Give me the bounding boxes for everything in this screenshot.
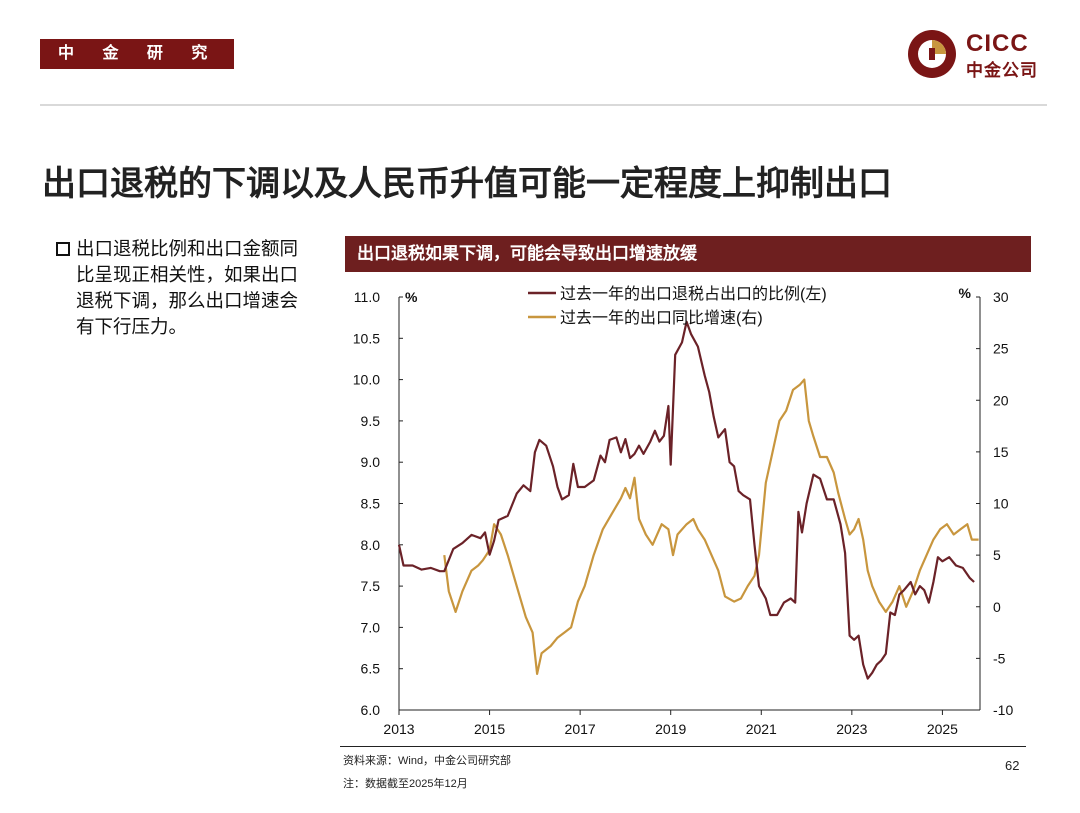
series-line-export-growth xyxy=(443,378,979,675)
x-axis-tick-label: 2021 xyxy=(746,721,777,737)
right-axis-tick-label: 5 xyxy=(993,547,1001,563)
series-line-tax-rebate-ratio xyxy=(397,320,975,680)
right-axis-tick-label: -10 xyxy=(993,702,1013,718)
right-axis-tick-label: 10 xyxy=(993,496,1009,512)
logo-text-en: CICC xyxy=(966,30,1029,57)
right-axis-tick-label: -5 xyxy=(993,650,1006,666)
line-chart: 6.0 6.5 7.0 7.5 8.0 8.5 9.0 9.5 10.0 10.5 11.0 -10 -… xyxy=(353,285,1014,737)
right-axis-tick-label: 25 xyxy=(993,341,1009,357)
x-axis-tick-label: 2025 xyxy=(927,721,958,737)
right-axis-tick-label: 30 xyxy=(993,289,1009,305)
bullet-text: 出口退税比例和出口金额同比呈现正相关性，如果出口退税下调，那么出口增速会有下行压… xyxy=(76,238,299,337)
left-axis-tick-label: 9.5 xyxy=(361,413,381,429)
left-axis-tick-label: 7.0 xyxy=(361,619,381,635)
logo-text-zh: 中金公司 xyxy=(966,61,1038,80)
bullet-square-icon xyxy=(56,242,70,256)
chart-axes: 6.0 6.5 7.0 7.5 8.0 8.5 9.0 9.5 10.0 10.5 11.0 -10 -… xyxy=(353,285,1014,737)
bullet-point: 出口退税比例和出口金额同比呈现正相关性，如果出口退税下调，那么出口增速会有下行压… xyxy=(56,236,316,340)
cicc-logo-icon xyxy=(908,30,956,78)
source-note: 资料来源：Wind，中金公司研究部 xyxy=(343,755,512,767)
left-axis-tick-label: 6.0 xyxy=(361,702,381,718)
right-axis-tick-label: 20 xyxy=(993,392,1009,408)
legend-label: 过去一年的出口同比增速(右) xyxy=(560,309,763,327)
x-axis-tick-label: 2015 xyxy=(474,721,505,737)
left-axis-tick-label: 8.5 xyxy=(361,496,381,512)
left-axis-tick-label: 6.5 xyxy=(361,661,381,677)
x-axis-tick-label: 2013 xyxy=(383,721,414,737)
source-divider xyxy=(340,746,1026,747)
page-number: 62 xyxy=(1005,758,1020,773)
x-axis-tick-label: 2017 xyxy=(565,721,596,737)
x-axis-tick-label: 2023 xyxy=(836,721,867,737)
left-axis-tick-label: 10.0 xyxy=(353,372,380,388)
left-axis-tick-label: 10.5 xyxy=(353,330,380,346)
right-axis-tick-label: 0 xyxy=(993,599,1001,615)
chart-legend: 过去一年的出口退税占出口的比例(左) 过去一年的出口同比增速(右) xyxy=(528,285,827,327)
cicc-logo: CICC 中金公司 xyxy=(906,28,1051,80)
left-axis-tick-label: 8.0 xyxy=(361,537,381,553)
legend-label: 过去一年的出口退税占出口的比例(左) xyxy=(560,285,827,303)
left-axis-unit-label: % xyxy=(405,289,418,305)
department-tag: 中 金 研 究 部 xyxy=(40,39,234,92)
left-axis-tick-label: 11.0 xyxy=(354,289,380,305)
right-axis-tick-label: 15 xyxy=(993,444,1009,460)
slide-title: 出口退税的下调以及人民币升值可能一定程度上抑制出口 xyxy=(42,165,892,203)
left-axis-tick-label: 7.5 xyxy=(361,578,381,594)
left-axis-tick-label: 9.0 xyxy=(361,454,381,470)
data-cutoff-note: 注：数据截至2025年12月 xyxy=(343,778,468,790)
chart-header: 出口退税如果下调，可能会导致出口增速放缓 xyxy=(345,236,1031,272)
right-axis-unit-label: % xyxy=(959,285,972,301)
header-divider xyxy=(40,104,1047,106)
chart-series xyxy=(397,320,979,680)
x-axis-tick-label: 2019 xyxy=(655,721,686,737)
